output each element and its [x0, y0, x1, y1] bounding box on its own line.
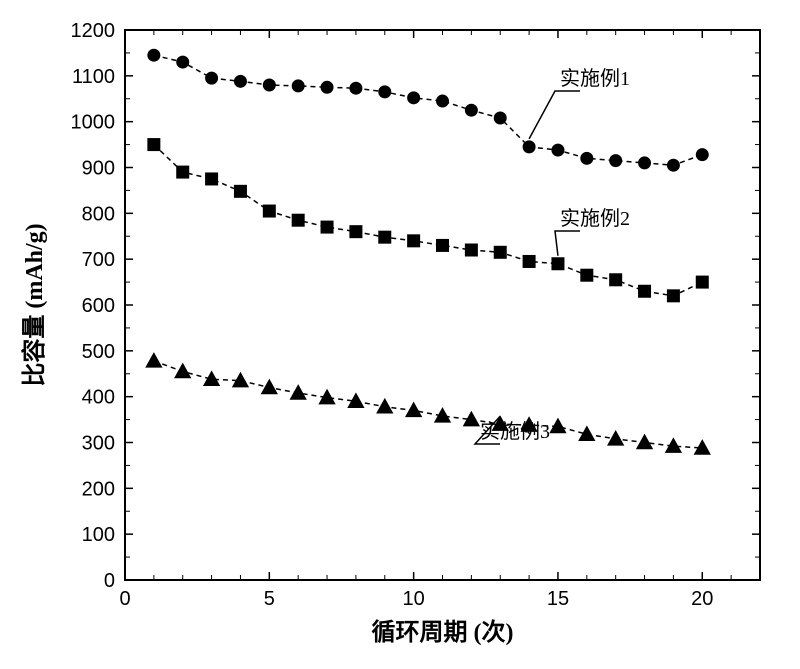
svg-text:循环周期 (次): 循环周期 (次): [372, 618, 514, 646]
svg-text:300: 300: [82, 433, 115, 455]
svg-text:200: 200: [82, 478, 115, 500]
series-label: 实施例3: [480, 420, 550, 443]
series-实施例2: 实施例2: [148, 139, 708, 302]
svg-text:5: 5: [264, 588, 275, 610]
svg-text:20: 20: [691, 588, 713, 610]
svg-text:10: 10: [403, 588, 425, 610]
svg-text:0: 0: [119, 588, 130, 610]
svg-text:比容量 (mAh/g): 比容量 (mAh/g): [20, 223, 48, 386]
svg-text:800: 800: [82, 203, 115, 225]
svg-text:1000: 1000: [71, 112, 116, 134]
svg-text:600: 600: [82, 295, 115, 317]
series-label: 实施例1: [560, 67, 630, 90]
series-实施例1: 实施例1: [148, 49, 708, 171]
svg-text:700: 700: [82, 249, 115, 271]
svg-text:1200: 1200: [71, 20, 116, 42]
svg-text:400: 400: [82, 387, 115, 409]
chart-svg: 0510152001002003004005006007008009001000…: [0, 0, 800, 669]
series-实施例3: 实施例3: [146, 353, 710, 454]
svg-text:500: 500: [82, 341, 115, 363]
series-label: 实施例2: [560, 207, 630, 230]
chart-container: 0510152001002003004005006007008009001000…: [0, 0, 800, 669]
svg-text:900: 900: [82, 158, 115, 180]
svg-text:1100: 1100: [72, 66, 115, 88]
svg-text:15: 15: [547, 588, 569, 610]
svg-text:100: 100: [82, 524, 115, 546]
svg-text:0: 0: [104, 570, 115, 592]
